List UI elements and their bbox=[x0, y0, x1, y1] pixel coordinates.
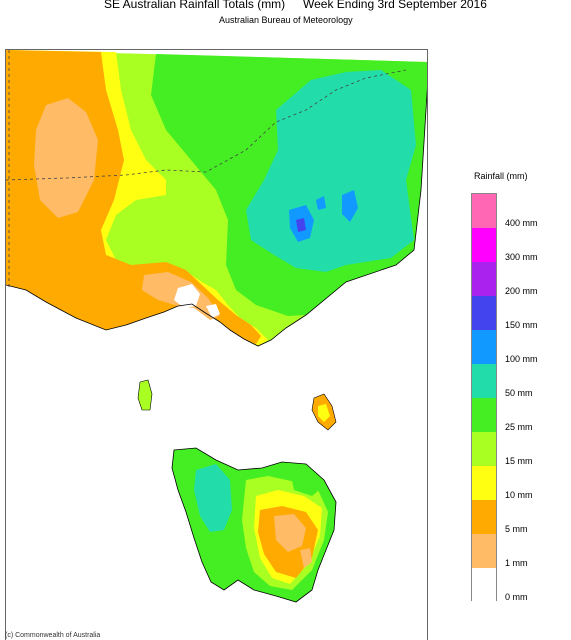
legend-title: Rainfall (mm) bbox=[474, 171, 528, 181]
legend-label: 10 mm bbox=[505, 490, 533, 500]
legend-swatch bbox=[472, 296, 496, 330]
legend-swatch bbox=[472, 568, 496, 602]
tasmania-1-5mm bbox=[274, 514, 306, 552]
legend-swatch bbox=[472, 228, 496, 262]
legend-label: 50 mm bbox=[505, 388, 533, 398]
legend-label: 15 mm bbox=[505, 456, 533, 466]
region-50-100mm bbox=[246, 70, 416, 272]
state-border bbox=[6, 69, 407, 181]
legend-label: 0 mm bbox=[505, 592, 528, 602]
legend-colorbar bbox=[471, 193, 497, 602]
legend-swatch bbox=[472, 500, 496, 534]
legend-swatch bbox=[472, 534, 496, 568]
region-100-150mm-b bbox=[342, 190, 358, 222]
map-source: Australian Bureau of Meteorology bbox=[219, 15, 353, 25]
tasmania-1-5mm-east bbox=[300, 548, 312, 568]
legend-swatch bbox=[472, 466, 496, 500]
rainfall-map bbox=[5, 49, 428, 640]
rainfall-map-svg bbox=[6, 50, 427, 603]
port-phillip-bay bbox=[174, 284, 200, 308]
legend-swatch bbox=[472, 330, 496, 364]
region-100-150mm-c bbox=[316, 196, 326, 210]
legend-label: 25 mm bbox=[505, 422, 533, 432]
legend-label: 400 mm bbox=[505, 218, 538, 228]
western-port bbox=[206, 304, 220, 318]
flinders-island-inner bbox=[318, 404, 330, 422]
map-title-period: Week Ending 3rd September 2016 bbox=[303, 0, 487, 11]
map-title-main: SE Australian Rainfall Totals (mm) bbox=[104, 0, 286, 11]
legend-label: 300 mm bbox=[505, 252, 538, 262]
legend-swatch bbox=[472, 262, 496, 296]
legend-swatch bbox=[472, 194, 496, 228]
tasmania-50-100mm bbox=[194, 464, 232, 532]
legend-swatch bbox=[472, 398, 496, 432]
legend-swatch bbox=[472, 432, 496, 466]
map-title: SE Australian Rainfall Totals (mm) Week … bbox=[0, 0, 571, 16]
mainland-coastline bbox=[6, 87, 427, 347]
legend-label: 100 mm bbox=[505, 354, 538, 364]
legend-label: 150 mm bbox=[505, 320, 538, 330]
king-island bbox=[137, 379, 153, 411]
legend-swatch bbox=[472, 364, 496, 398]
region-150-200mm bbox=[296, 218, 306, 232]
map-footer: (c) Commonwealth of Australia bbox=[5, 632, 101, 639]
tasmania-ne-25mm bbox=[290, 470, 324, 496]
legend-label: 5 mm bbox=[505, 524, 528, 534]
region-1-5mm-wimmera bbox=[34, 98, 98, 218]
legend-label: 200 mm bbox=[505, 286, 538, 296]
legend-label: 1 mm bbox=[505, 558, 528, 568]
